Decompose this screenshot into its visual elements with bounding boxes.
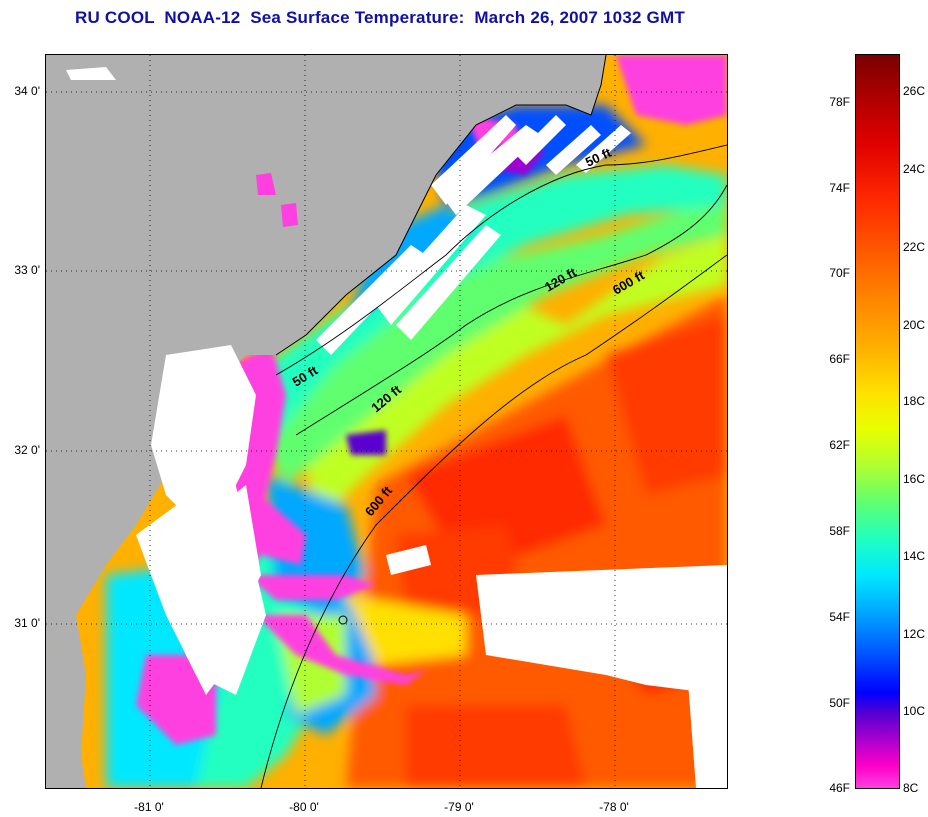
station-marker — [338, 615, 348, 625]
colorbar-label-18C: 18C — [903, 394, 926, 408]
colorbar-label-50F: 50F — [829, 696, 850, 710]
sst-map-canvas: 50 ft 50 ft 120 ft 120 ft 600 ft 600 ft — [46, 55, 727, 788]
colorbar-label-10C: 10C — [903, 704, 926, 718]
colorbar-label-26C: 26C — [903, 84, 926, 98]
lat-label-32: 32 0' — [14, 443, 40, 457]
lat-label-34: 34 0' — [14, 84, 40, 98]
colorbar-label-54F: 54F — [829, 610, 850, 624]
page-title: RU COOL NOAA-12 Sea Surface Temperature:… — [75, 8, 685, 27]
colorbar-label-46F: 46F — [829, 781, 850, 795]
colorbar-label-16C: 16C — [903, 472, 926, 486]
lon-label-78: -78 0' — [599, 800, 629, 814]
colorbar-label-24C: 24C — [903, 162, 926, 176]
colorbar-label-20C: 20C — [903, 318, 926, 332]
colorbar-label-14C: 14C — [903, 549, 926, 563]
lon-label-80: -80 0' — [289, 800, 319, 814]
lon-label-81: -81 0' — [134, 800, 164, 814]
colorbar-label-8C: 8C — [903, 781, 919, 795]
land-mask — [46, 55, 607, 788]
depth-contours — [260, 144, 727, 788]
colorbar-label-22C: 22C — [903, 240, 926, 254]
colorbar-label-70F: 70F — [829, 266, 850, 280]
colorbar-label-58F: 58F — [829, 524, 850, 538]
lon-label-79: -79 0' — [444, 800, 474, 814]
colorbar-label-78F: 78F — [829, 95, 850, 109]
colorbar-label-74F: 74F — [829, 181, 850, 195]
temperature-colorbar — [855, 54, 900, 789]
lat-lon-grid — [46, 55, 727, 788]
colorbar-label-62F: 62F — [829, 438, 850, 452]
lat-label-33: 33 0' — [14, 263, 40, 277]
colorbar-label-66F: 66F — [829, 352, 850, 366]
colorbar-label-12C: 12C — [903, 627, 926, 641]
lat-label-31: 31 0' — [14, 616, 40, 630]
sst-map: 50 ft 50 ft 120 ft 120 ft 600 ft 600 ft — [45, 54, 728, 789]
